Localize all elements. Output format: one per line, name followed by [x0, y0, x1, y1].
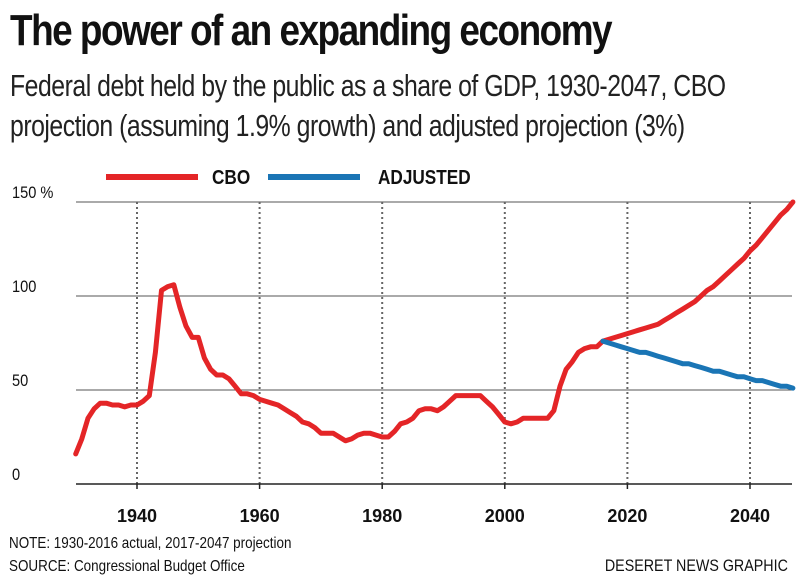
x-axis-tick-labels: 1940 1960 1980 2000 2020 2040	[117, 506, 770, 526]
chart-subtitle: Federal debt held by the public as a sha…	[10, 66, 778, 146]
y-axis-tick-labels: 0 50 100 150 %	[12, 184, 53, 484]
credit-text: DESERET NEWS GRAPHIC	[604, 556, 788, 575]
y-tick-label-150: 150 %	[12, 184, 53, 202]
series-line-cbo	[73, 199, 796, 457]
series-line-adjusted	[600, 338, 796, 391]
x-tick-label-1940: 1940	[117, 506, 157, 526]
y-tick-label-50: 50	[12, 372, 28, 390]
page-title: The power of an expanding economy	[10, 6, 613, 55]
y-tick-label-100: 100	[12, 278, 37, 296]
chart-legend: CBO ADJUSTED	[106, 166, 471, 189]
x-tick-label-1960: 1960	[240, 506, 280, 526]
chart-axes	[76, 483, 792, 489]
subtitle-line-1: Federal debt held by the public as a sha…	[10, 68, 726, 103]
y-tick-label-0: 0	[12, 466, 20, 484]
x-tick-label-2000: 2000	[485, 506, 525, 526]
subtitle-line-2: projection (assuming 1.9% growth) and ad…	[10, 108, 685, 143]
x-tick-label-2020: 2020	[607, 506, 647, 526]
note-text: NOTE: 1930-2016 actual, 2017-2047 projec…	[9, 535, 292, 552]
legend-label-cbo: CBO	[212, 166, 250, 189]
source-text: SOURCE: Congressional Budget Office	[9, 558, 245, 575]
x-tick-label-1980: 1980	[362, 506, 402, 526]
chart-series	[73, 199, 796, 457]
x-tick-label-2040: 2040	[730, 506, 770, 526]
chart-gridlines	[76, 201, 792, 484]
legend-label-adjusted: ADJUSTED	[378, 166, 471, 189]
